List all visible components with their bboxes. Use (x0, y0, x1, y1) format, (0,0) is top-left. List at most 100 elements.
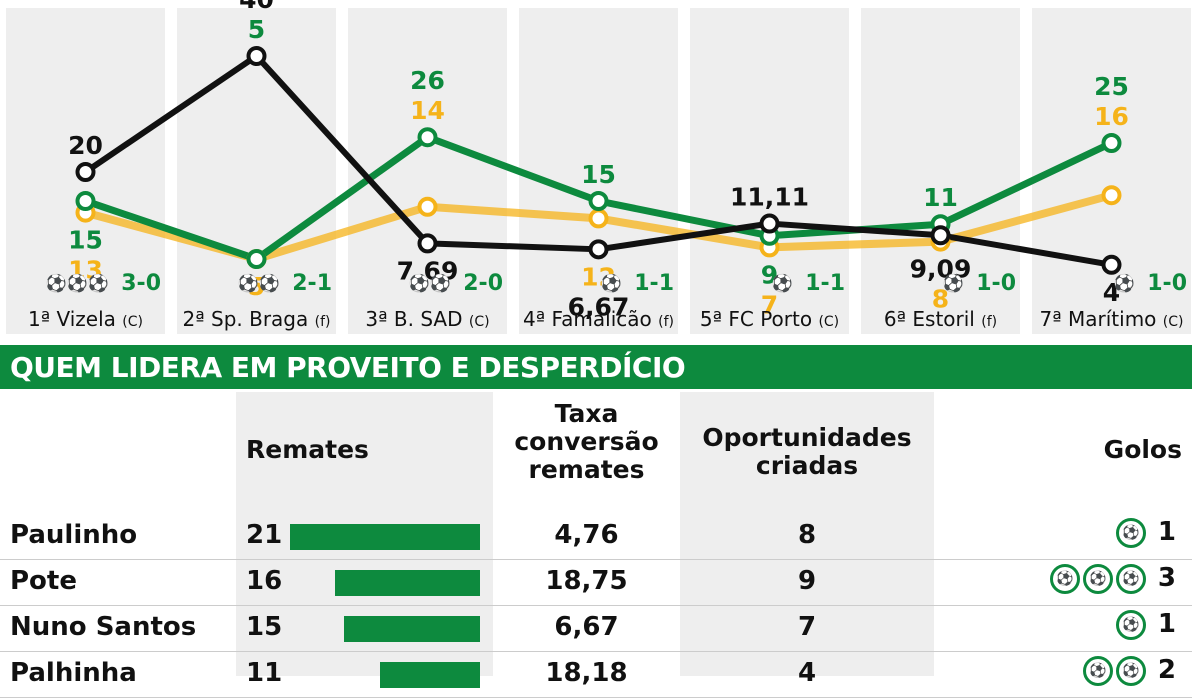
taxa-value: 6,67 (554, 612, 619, 642)
table-row: Pote 16 18,75 9 ⚽ ⚽ ⚽ 3 (0, 560, 1192, 604)
remates-bar (380, 662, 480, 688)
series-point-0 (246, 46, 267, 66)
golos-cell: ⚽ ⚽ ⚽ 3 (1049, 563, 1176, 594)
series-point-0 (75, 162, 96, 182)
player-name: Palhinha (10, 658, 137, 688)
taxa-value: 18,18 (545, 658, 628, 688)
category-band (519, 8, 678, 334)
value-label: 5 (248, 272, 265, 301)
table-row: Palhinha 11 18,18 4 ⚽ ⚽ 2 (0, 652, 1192, 696)
goal-ball-icons: ⚽⚽⚽ (44, 273, 109, 294)
value-label: 20 (68, 131, 103, 160)
remates-bar (290, 524, 480, 550)
soccer-ball-icon: ⚽ (1082, 563, 1113, 594)
goal-ball-icons: ⚽ (942, 273, 964, 294)
series-point-1 (417, 127, 438, 148)
category-label: 6ª Estoril (f) (884, 307, 997, 331)
series-point-2 (417, 196, 438, 217)
value-label: 25 (1094, 72, 1129, 101)
table-row: Nuno Santos 15 6,67 7 ⚽ 1 (0, 606, 1192, 650)
soccer-ball-icon: ⚽ (1115, 609, 1146, 640)
venue-label: (C) (469, 314, 490, 330)
goal-ball-icons: ⚽ (600, 273, 622, 294)
value-label: 4 (1103, 278, 1120, 307)
header-taxa-line2: conversão (514, 427, 659, 456)
soccer-ball-icon: ⚽ (1115, 655, 1146, 686)
column-band-oportunidades (680, 392, 934, 676)
series-point-0 (759, 213, 780, 234)
oportunidades-value: 8 (797, 520, 817, 550)
header-remates: Remates (246, 435, 369, 464)
value-label: 15 (68, 226, 103, 255)
series-point-0 (1101, 254, 1122, 275)
player-name: Pote (10, 566, 77, 596)
oportunidades-value: 7 (797, 612, 817, 642)
soccer-ball-icon: ⚽ (1082, 655, 1113, 686)
series-point-2 (588, 208, 609, 229)
soccer-ball-icon: ⚽ (1115, 563, 1146, 594)
value-label: 11,11 (730, 183, 809, 212)
venue-label: (f) (315, 314, 331, 330)
series-point-1 (246, 249, 267, 269)
row-divider (0, 651, 1192, 652)
taxa-value: 4,76 (554, 520, 619, 550)
result-label: 2-0 (463, 271, 503, 296)
result-label: 1-0 (1147, 271, 1187, 296)
header-oport-line2: criadas (755, 451, 859, 480)
series-point-1 (588, 191, 609, 211)
row-divider (0, 605, 1192, 606)
goal-ball-icons: ⚽⚽ (408, 273, 451, 294)
series-point-0 (417, 233, 438, 254)
value-label: 9,09 (910, 255, 972, 284)
value-label: 5 (248, 15, 265, 44)
result-label: 2-1 (292, 271, 332, 296)
golos-cell: ⚽ ⚽ 2 (1082, 655, 1176, 686)
golos-cell: ⚽ 1 (1115, 609, 1176, 640)
table-row: Paulinho 21 4,76 8 ⚽ 1 (0, 514, 1192, 558)
oportunidades-value: 9 (797, 566, 817, 596)
category-label: 7ª Marítimo (C) (1040, 307, 1184, 331)
golos-value: 2 (1148, 655, 1176, 685)
table-title-bar: QUEM LIDERA EM PROVEITO E DESPERDÍCIO (0, 345, 1192, 389)
soccer-ball-icon: ⚽ (1115, 517, 1146, 548)
golos-value: 3 (1148, 563, 1176, 593)
value-label: 15 (581, 160, 616, 189)
value-label: 16 (1094, 102, 1129, 131)
value-label: 8 (932, 285, 949, 314)
goal-ball-icons: ⚽ (771, 273, 793, 294)
series-point-0 (930, 225, 951, 246)
venue-label: (f) (658, 314, 674, 330)
category-band (690, 8, 849, 334)
header-oport-line1: Oportunidades (702, 423, 912, 452)
result-label: 1-1 (805, 271, 845, 296)
value-label: 40 (239, 0, 274, 14)
player-name: Paulinho (10, 520, 138, 550)
value-label: 9 (761, 260, 778, 289)
series-point-0 (588, 239, 609, 260)
series-point-1 (1101, 133, 1122, 153)
venue-label: (C) (1163, 314, 1184, 330)
goal-ball-icons: ⚽ (1113, 273, 1135, 294)
value-label: 7,69 (397, 256, 459, 285)
header-golos: Golos (1103, 435, 1182, 464)
remates-value: 16 (246, 566, 283, 596)
golos-value: 1 (1148, 609, 1176, 639)
remates-value: 11 (246, 658, 283, 688)
remates-value: 15 (246, 612, 283, 642)
value-label: 26 (410, 66, 445, 95)
category-label: 1ª Vizela (C) (28, 307, 143, 331)
result-label: 3-0 (121, 271, 161, 296)
category-label: 4ª Famalicão (f) (523, 307, 674, 331)
category-band (861, 8, 1020, 334)
remates-bar (335, 570, 480, 596)
value-label: 11 (923, 183, 958, 212)
remates-bar (344, 616, 480, 642)
venue-label: (C) (818, 314, 839, 330)
table-title: QUEM LIDERA EM PROVEITO E DESPERDÍCIO (10, 351, 686, 384)
oportunidades-value: 4 (797, 658, 817, 688)
value-label: 6,67 (568, 292, 630, 321)
venue-label: (f) (981, 314, 997, 330)
venue-label: (C) (122, 314, 143, 330)
result-label: 1-1 (634, 271, 674, 296)
goal-ball-icons: ⚽⚽ (237, 273, 280, 294)
